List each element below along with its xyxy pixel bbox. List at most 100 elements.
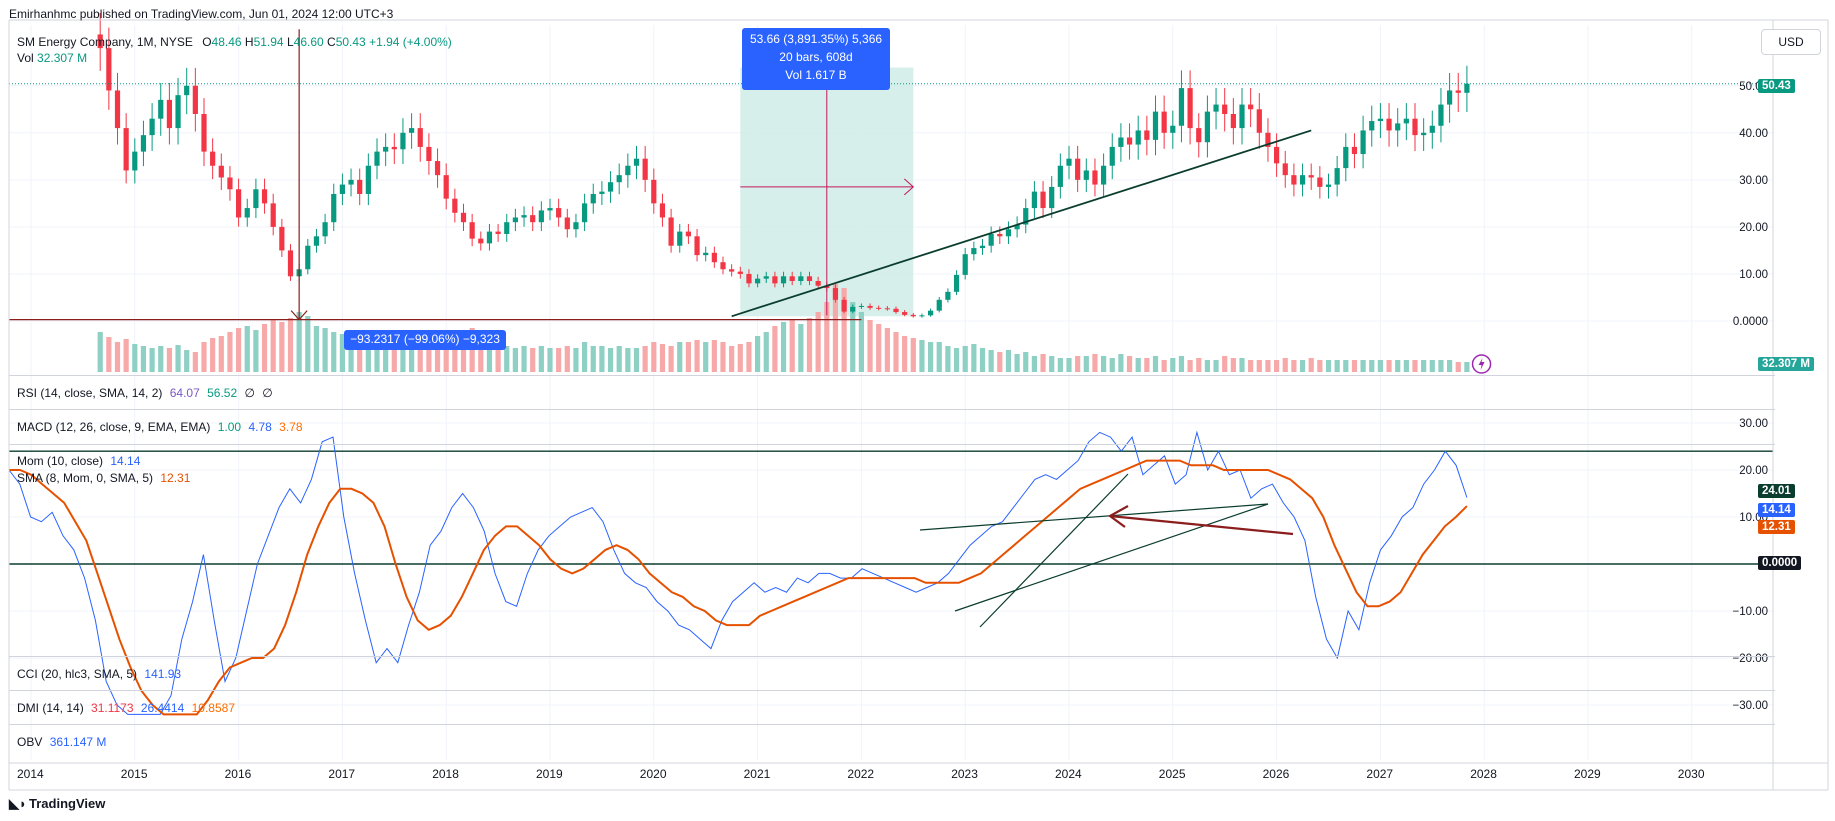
candle-body: [486, 231, 493, 244]
candle-body: [504, 222, 510, 234]
volume-bar: [1204, 360, 1210, 372]
candle-body: [184, 85, 190, 96]
candle-body: [867, 305, 873, 308]
cci-value: 141.93: [144, 667, 182, 681]
candle-body: [1274, 146, 1280, 164]
candle-body: [616, 175, 622, 183]
volume-bar: [391, 342, 397, 372]
volume-bar: [149, 348, 155, 372]
volume-bar: [1360, 360, 1366, 372]
candle-body: [1204, 111, 1210, 143]
candle-body: [1265, 132, 1271, 147]
candle-body: [538, 210, 544, 223]
volume-bar: [140, 346, 147, 372]
mom-level-badge: 24.01: [1758, 484, 1795, 498]
candle-body: [530, 215, 536, 223]
footer-logo[interactable]: ◣◗ TradingView: [9, 797, 105, 811]
cci-legend[interactable]: CCI (20, hlc3, SMA, 5) 141.93: [17, 667, 181, 681]
volume-bar: [1092, 354, 1098, 372]
volume-bar: [1196, 358, 1202, 372]
dmi-legend[interactable]: DMI (14, 14) 31.1173 26.4414 10.8587: [17, 701, 235, 715]
sma-line: [9, 459, 1468, 716]
volume-bar: [521, 346, 527, 372]
volume-bar: [962, 346, 968, 372]
macd-legend[interactable]: MACD (12, 26, close, 9, EMA, EMA) 1.00 4…: [17, 420, 303, 434]
candle-body: [884, 308, 890, 310]
volume-bar: [1023, 352, 1029, 372]
candle-body: [893, 308, 899, 313]
mom-label: Mom (10, close): [17, 454, 104, 468]
candle-body: [928, 310, 934, 316]
volume-bar: [1438, 360, 1444, 372]
volume-bar: [400, 336, 406, 372]
volume-bar: [893, 332, 899, 372]
volume-bar: [313, 326, 320, 372]
volume-bar: [1265, 360, 1271, 372]
volume-bar: [210, 338, 216, 372]
candle-body: [1101, 165, 1107, 185]
volume-bar: [1308, 358, 1314, 372]
mom-axis-label: −10.00: [1733, 606, 1769, 618]
sma-value-badge: 12.31: [1758, 520, 1795, 534]
candle-body: [1369, 121, 1375, 131]
volume-bar: [348, 336, 354, 372]
candle-body: [841, 299, 847, 312]
volume-bar: [357, 330, 363, 372]
candle-body: [832, 288, 839, 300]
candle-body: [192, 85, 198, 114]
dmi-adx-value: 10.8587: [191, 701, 235, 715]
volume-bar: [287, 318, 294, 372]
candle-body: [945, 291, 951, 300]
volume-bar: [1343, 360, 1349, 372]
candle-body: [210, 151, 216, 166]
last-price-badge: 50.43: [1758, 79, 1795, 93]
sma-legend[interactable]: SMA (8, Mom, 0, SMA, 5) 12.31: [17, 471, 190, 485]
volume-bar: [1334, 360, 1340, 372]
candle-body: [1447, 90, 1453, 105]
candle-body: [694, 236, 700, 256]
candle-body: [703, 252, 709, 256]
mom-trendline-wedge-upper: [919, 503, 1269, 531]
volume-bar: [296, 312, 302, 372]
publisher-line: Emirhanhmc published on TradingView.com,…: [9, 7, 394, 21]
candle-body: [331, 193, 337, 223]
volume-bar: [1101, 356, 1107, 372]
candle-body: [755, 278, 761, 284]
volume-bar: [469, 328, 475, 372]
volume-bar: [711, 340, 717, 372]
mom-legend[interactable]: Mom (10, close) 14.14: [17, 454, 140, 468]
candle-body: [322, 222, 328, 237]
volume-badge: 32.307 M: [1758, 357, 1814, 371]
candle-body: [521, 215, 527, 218]
macd-line-value: 4.78: [248, 420, 272, 434]
pane-divider: [9, 690, 1775, 691]
volume-bar: [114, 342, 121, 372]
volume-bar: [642, 346, 648, 372]
volume-bar: [1014, 354, 1020, 372]
volume-bar: [1083, 356, 1089, 372]
volume-bar: [1031, 356, 1037, 372]
volume-bar: [1464, 362, 1470, 372]
candle-body: [780, 276, 787, 284]
obv-legend[interactable]: OBV 361.147 M: [17, 735, 106, 749]
rsi-legend[interactable]: RSI (14, close, SMA, 14, 2) 64.07 56.52 …: [17, 386, 273, 400]
measure-up-box[interactable]: 53.66 (3,891.35%) 5,366 20 bars, 608d Vo…: [742, 28, 890, 90]
volume-bar: [599, 346, 605, 372]
candle-body: [1118, 137, 1124, 147]
mom-arrow-head: [1107, 505, 1129, 528]
ohlc-high-label: H: [244, 35, 254, 49]
measure-down-box[interactable]: −93.2317 (−99.06%) −9,323: [344, 330, 506, 350]
volume-bar: [876, 324, 882, 372]
volume-bar: [1040, 354, 1046, 372]
candle-body: [729, 269, 735, 272]
candle-body: [850, 306, 856, 312]
volume-bar: [1109, 358, 1115, 372]
volume-bar: [1274, 360, 1280, 372]
candle-body: [1438, 104, 1444, 126]
candle-body: [1049, 186, 1055, 209]
volume-bar: [832, 284, 839, 372]
volume-bar: [1057, 358, 1063, 372]
rsi-value: 64.07: [169, 386, 200, 400]
currency-button[interactable]: USD: [1761, 29, 1821, 55]
